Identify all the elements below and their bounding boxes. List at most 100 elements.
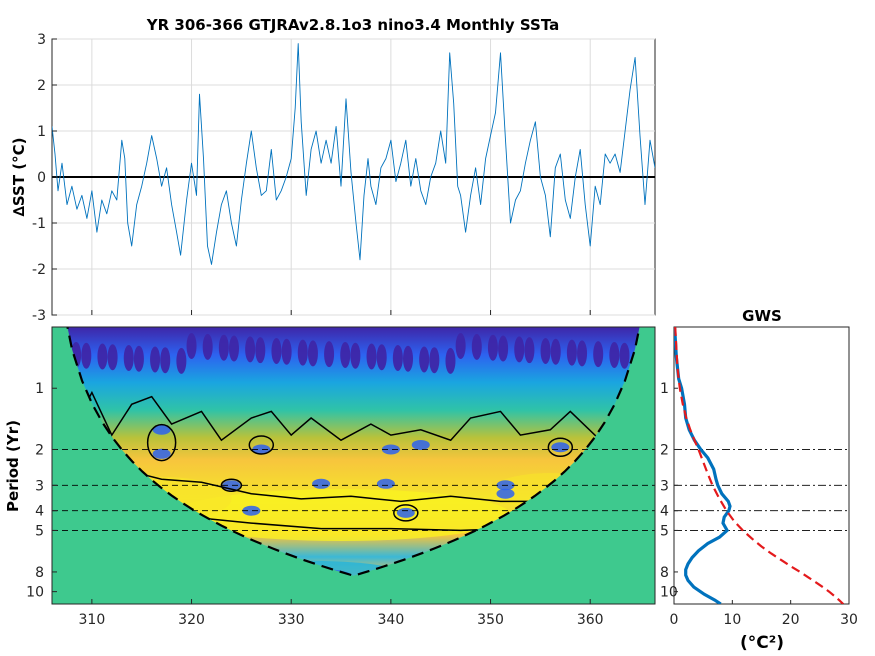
low-power-cell — [228, 335, 239, 362]
low-power-cell — [429, 347, 440, 374]
gws-x-tick-label: 10 — [723, 612, 741, 628]
low-power-pocket — [396, 507, 415, 518]
low-power-cell — [123, 344, 134, 371]
low-power-cell — [245, 336, 256, 363]
significance-contour-loop — [393, 504, 419, 522]
low-power-cell — [133, 345, 144, 372]
gws-y-tick-label: 4 — [660, 504, 669, 520]
low-power-cell — [376, 344, 387, 371]
low-power-cell — [419, 346, 430, 373]
low-power-cell — [202, 333, 213, 360]
timeseries-ticks: -3 -2 -1 0 1 2 3 — [32, 32, 591, 324]
gws-reference-lines — [674, 449, 849, 531]
low-power-cell — [524, 337, 535, 364]
low-power-cell — [455, 333, 466, 360]
low-power-pocket — [242, 505, 261, 516]
low-power-cell — [340, 341, 351, 368]
gws-significance-line — [674, 327, 844, 604]
y-tick-label: 1 — [37, 124, 46, 140]
low-power-pocket — [551, 442, 570, 453]
low-power-pocket — [152, 424, 171, 435]
significance-contour-loop — [547, 437, 574, 457]
ssta-series-line — [52, 43, 655, 265]
low-power-cell — [445, 347, 456, 374]
low-power-cell — [540, 337, 551, 364]
cone-of-influence-shade — [52, 327, 655, 604]
low-power-cell — [160, 347, 171, 374]
significance-contour — [56, 390, 646, 442]
x-tick-label: 320 — [178, 612, 205, 628]
low-power-cell — [609, 341, 620, 368]
low-power-cell — [150, 346, 161, 373]
y-tick-label: 4 — [35, 504, 44, 520]
low-power-cell — [566, 339, 577, 366]
low-power-cell — [403, 345, 414, 372]
low-power-pocket — [376, 478, 395, 489]
wavelet-ylabel: Period (Yr) — [4, 420, 22, 512]
low-power-cell — [366, 343, 377, 370]
timeseries-ylabel: ∆SST (°C) — [10, 137, 28, 216]
timeseries-title: YR 306-366 GTJRAv2.8.1o3 nino3.4 Monthly… — [146, 16, 560, 34]
wavelet-axes-box — [51, 326, 656, 605]
gws-title: GWS — [742, 307, 782, 325]
low-power-cell — [550, 338, 561, 365]
y-tick-label: 2 — [37, 78, 46, 94]
timeseries-line-group — [52, 43, 655, 265]
wavelet-image — [52, 327, 655, 604]
low-power-cell — [297, 339, 308, 366]
gws-xlabel: (°C²) — [740, 633, 784, 653]
low-power-cell — [577, 340, 588, 367]
timeseries-panel: -3 -2 -1 0 1 2 3 YR 306-366 GTJRAv2.8.1o3 nino… — [10, 16, 656, 324]
gws-y-tick-label: 3 — [660, 478, 669, 494]
y-tick-label: 3 — [37, 32, 46, 48]
gws-y-tick-label: 2 — [660, 442, 669, 458]
low-power-pocket — [381, 444, 400, 455]
y-tick-label: -3 — [32, 308, 46, 324]
low-power-cell — [307, 340, 318, 367]
low-power-cell — [619, 342, 630, 369]
low-power-cell — [392, 344, 403, 371]
gws-x-tick-label: 0 — [670, 612, 679, 628]
gws-axes-box — [673, 326, 850, 605]
low-power-cell — [97, 343, 108, 370]
low-power-cell — [487, 334, 498, 361]
gws-lines — [674, 327, 844, 604]
low-power-cell — [186, 333, 197, 360]
y-tick-label: 0 — [37, 170, 46, 186]
gws-power-line — [674, 327, 732, 604]
low-power-cell — [255, 337, 266, 364]
x-tick-label: 310 — [79, 612, 106, 628]
gws-x-tick-label: 30 — [840, 612, 858, 628]
gws-x-tick-label: 20 — [782, 612, 800, 628]
gws-ticks: 1 2 3 4 5 8 10 0 10 20 30 — [660, 381, 858, 628]
gws-panel: 1 2 3 4 5 8 10 0 10 20 30 GWS (°C²) — [660, 307, 858, 653]
gws-y-tick-label: 8 — [660, 565, 669, 581]
y-tick-label: 8 — [35, 565, 44, 581]
low-power-cell — [471, 333, 482, 360]
low-power-pocket — [496, 488, 515, 499]
gws-y-tick-label: 5 — [660, 523, 669, 539]
low-power-cell — [218, 334, 229, 361]
y-tick-label: -1 — [32, 216, 46, 232]
low-power-cell — [176, 347, 187, 374]
gws-y-tick-label: 1 — [660, 381, 669, 397]
wavelet-ticks: 1 2 3 4 5 8 10 310 320 330 340 350 360 — [26, 381, 603, 628]
y-tick-label: 10 — [26, 585, 44, 601]
low-power-cell — [271, 337, 282, 364]
significance-contour-loop — [146, 423, 177, 462]
x-tick-label: 330 — [278, 612, 305, 628]
low-power-cell — [593, 341, 604, 368]
high-power-core — [171, 489, 512, 542]
low-power-pocket — [411, 439, 430, 450]
low-power-pocket — [252, 444, 271, 455]
significance-contour-loop — [248, 435, 275, 455]
y-tick-label: -2 — [32, 262, 46, 278]
cone-of-influence-line — [66, 327, 641, 577]
y-tick-label: 3 — [35, 478, 44, 494]
reference-period-lines — [52, 449, 655, 531]
x-tick-label: 360 — [577, 612, 604, 628]
low-power-cell — [107, 344, 118, 371]
low-power-pocket — [312, 478, 331, 489]
low-power-cell — [281, 338, 292, 365]
gws-y-tick-label: 10 — [660, 585, 678, 601]
